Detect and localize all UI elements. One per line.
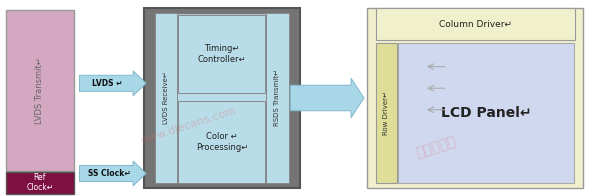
- Text: 电子发烧友: 电子发烧友: [414, 134, 458, 160]
- Bar: [398, 43, 574, 183]
- Text: Color ↵
Processing↵: Color ↵ Processing↵: [196, 132, 248, 152]
- Polygon shape: [80, 161, 146, 186]
- Bar: [376, 8, 575, 40]
- Bar: [178, 15, 265, 93]
- Text: RSDS Transmit↵: RSDS Transmit↵: [274, 70, 280, 126]
- Text: SS Clock↵: SS Clock↵: [88, 169, 131, 178]
- Bar: [266, 13, 289, 183]
- Bar: [178, 101, 265, 183]
- Text: Row Driver↵: Row Driver↵: [383, 91, 389, 135]
- Bar: [6, 10, 74, 171]
- Bar: [155, 13, 177, 183]
- Text: LVDS Receive↵: LVDS Receive↵: [163, 72, 169, 124]
- Text: Timing↵
Controller↵: Timing↵ Controller↵: [197, 44, 246, 64]
- Polygon shape: [80, 71, 146, 96]
- Bar: [376, 43, 397, 183]
- Bar: [144, 8, 300, 188]
- Text: LCD Panel↵: LCD Panel↵: [441, 106, 531, 120]
- Text: LVDS ↵: LVDS ↵: [92, 79, 122, 88]
- Bar: [155, 13, 289, 183]
- Text: www.dlecans.com: www.dlecans.com: [139, 105, 238, 146]
- Polygon shape: [290, 78, 364, 118]
- Text: Column Driver↵: Column Driver↵: [439, 20, 512, 28]
- Text: LVDS Transmit↵: LVDS Transmit↵: [35, 57, 44, 123]
- Bar: [6, 172, 74, 194]
- Bar: [367, 8, 583, 188]
- Text: Ref
Clock↵: Ref Clock↵: [26, 173, 54, 192]
